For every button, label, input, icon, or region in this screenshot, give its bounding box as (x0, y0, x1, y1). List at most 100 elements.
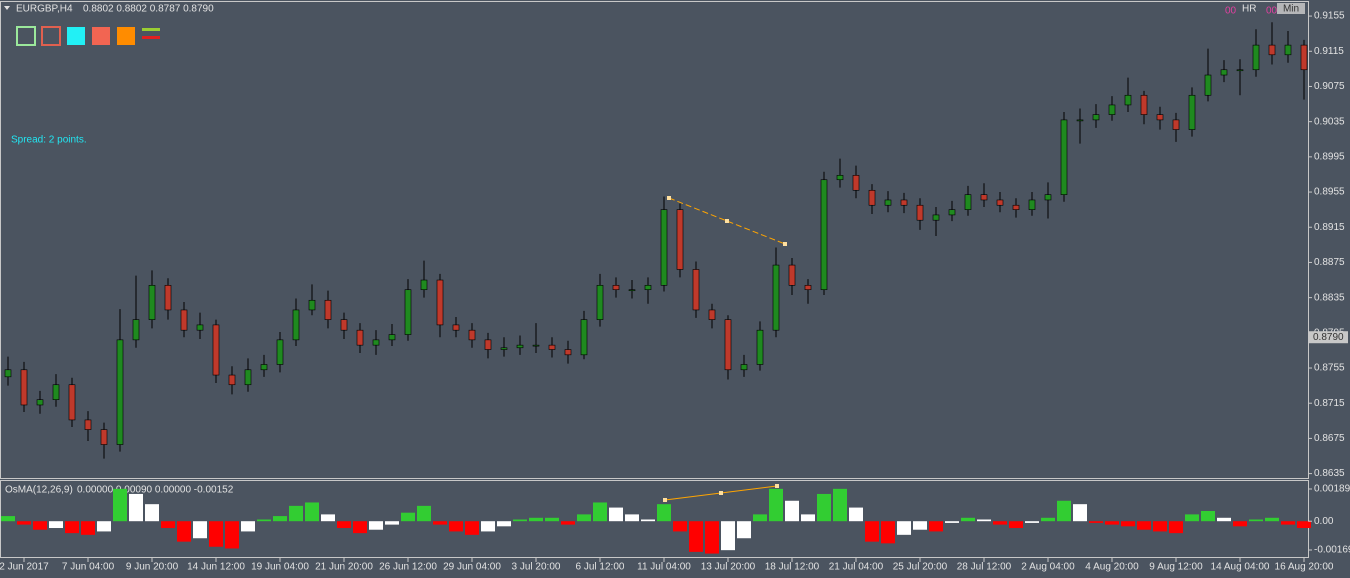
histogram-bar (1, 516, 15, 522)
candle-body (116, 339, 124, 445)
candle-body (292, 309, 300, 341)
tool-icon[interactable] (92, 27, 110, 45)
candle-body (164, 285, 172, 311)
histogram-bar (1201, 510, 1215, 522)
candle-body (580, 319, 588, 356)
histogram-bar (849, 507, 863, 522)
histogram-bar (529, 517, 543, 522)
trendline (668, 197, 786, 245)
histogram-bar (945, 521, 959, 523)
indicator-pane-frame (0, 480, 1309, 558)
indicator-title: OsMA(12,26,9) (5, 485, 73, 496)
candle-body (548, 344, 556, 350)
candle-body (100, 429, 108, 445)
candle-body (276, 339, 284, 365)
candle-body (148, 285, 156, 320)
histogram-bar (241, 521, 255, 532)
histogram-bar (801, 514, 815, 522)
histogram-bar (401, 512, 415, 522)
trendline-handle[interactable] (783, 242, 787, 246)
y-tick-label: 0.8715 (1314, 398, 1345, 409)
tool-icon[interactable] (142, 36, 160, 39)
histogram-bar (1297, 521, 1311, 529)
candle-body (212, 324, 220, 376)
candle-body (900, 199, 908, 206)
histogram-bar (1217, 517, 1231, 522)
x-tick-label: 29 Jun 04:00 (443, 562, 501, 573)
candle-body (1156, 114, 1164, 121)
tool-icon[interactable] (67, 27, 85, 45)
histogram-bar (657, 504, 671, 522)
candle-body (372, 339, 380, 346)
candle-body (724, 319, 732, 371)
candle-body (1284, 44, 1292, 56)
menu-arrow[interactable] (4, 6, 10, 10)
candle-body (612, 285, 620, 291)
histogram-bar (1057, 500, 1071, 522)
histogram-bar (817, 493, 831, 522)
histogram-bar (993, 521, 1007, 525)
candle-body (500, 347, 508, 350)
y-tick-label: 0.9035 (1314, 116, 1345, 127)
x-tick-label: 9 Jun 20:00 (126, 562, 179, 573)
y-tick-label: 0.9115 (1314, 46, 1344, 57)
candle-body (1300, 44, 1308, 71)
x-tick-label: 26 Jun 12:00 (379, 562, 437, 573)
y-tick-label: 0.8835 (1314, 292, 1345, 303)
tool-icon[interactable] (142, 28, 160, 31)
x-tick-label: 21 Jul 04:00 (829, 562, 884, 573)
candle-body (244, 369, 252, 386)
tool-icon[interactable] (16, 26, 36, 46)
x-tick-label: 19 Jun 04:00 (251, 562, 309, 573)
trendline-handle[interactable] (719, 491, 723, 495)
x-tick-label: 14 Aug 04:00 (1211, 562, 1270, 573)
candle-body (196, 324, 204, 331)
candle-body (20, 369, 28, 406)
histogram-bar (1137, 521, 1151, 530)
histogram-bar (1041, 517, 1055, 522)
histogram-bar (257, 519, 271, 522)
candle-body (916, 204, 924, 221)
candle-body (308, 299, 316, 311)
candle-body (452, 324, 460, 331)
trendline-handle[interactable] (725, 219, 729, 223)
histogram-bar (865, 521, 879, 542)
histogram-bar (145, 504, 159, 522)
candle-body (68, 384, 76, 421)
candle-body (1092, 114, 1100, 121)
trendline-handle[interactable] (667, 196, 671, 200)
histogram-bar (625, 514, 639, 522)
candle-body (932, 214, 940, 221)
candle-body (980, 194, 988, 201)
quote: 0.8802 0.8802 0.8787 0.8790 (83, 4, 214, 15)
candle-body (1012, 204, 1020, 210)
candle-body (532, 344, 540, 347)
candle-body (788, 264, 796, 286)
histogram-bar (929, 521, 943, 532)
candle-body (596, 285, 604, 320)
histogram-bar (1249, 519, 1263, 522)
spread-annotation: Spread: 2 points. (11, 135, 87, 146)
histogram-bar (897, 521, 911, 535)
y-tick-label: 0.9075 (1314, 81, 1345, 92)
histogram-bar (641, 519, 655, 522)
histogram-bar (1185, 514, 1199, 522)
trendline-handle[interactable] (663, 498, 667, 502)
y-tick-label: 0.00189 (1314, 484, 1350, 495)
histogram-bar (1089, 521, 1103, 523)
x-tick-label: 2 Jun 2017 (0, 562, 49, 573)
y-tick-label: 0.8875 (1314, 257, 1345, 268)
x-tick-label: 7 Jun 04:00 (62, 562, 115, 573)
trendline-handle[interactable] (775, 484, 779, 488)
candle-body (644, 285, 652, 291)
tool-icon[interactable] (41, 26, 61, 46)
candle-body (772, 264, 780, 331)
candle-body (356, 329, 364, 346)
candle-body (340, 319, 348, 331)
histogram-bar (81, 521, 95, 535)
tool-icon[interactable] (117, 27, 135, 45)
histogram-bar (161, 521, 175, 529)
candle-body (836, 175, 844, 181)
histogram-bar (913, 521, 927, 530)
timer-button[interactable] (1277, 3, 1305, 14)
